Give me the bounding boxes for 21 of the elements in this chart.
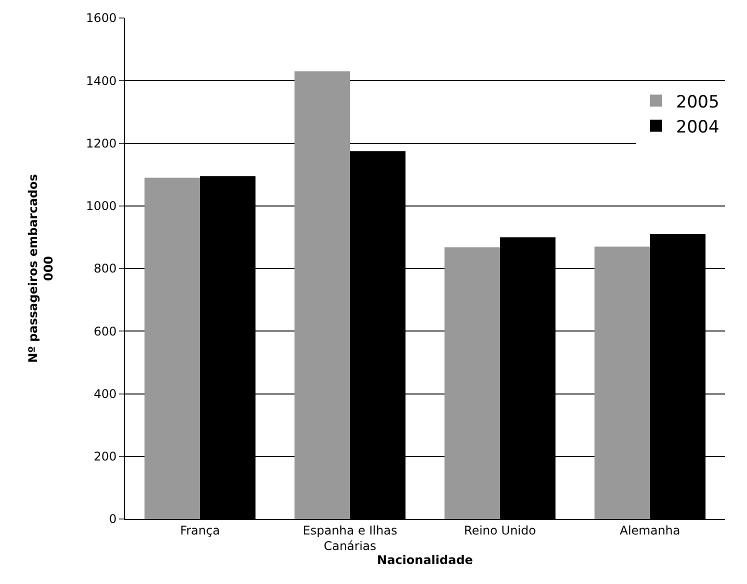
y-tick-label: 1400 bbox=[86, 74, 117, 88]
y-tick-label: 1600 bbox=[86, 11, 117, 26]
x-tick-label: Alemanha bbox=[620, 523, 680, 538]
y-tick-label: 200 bbox=[94, 450, 117, 464]
y-tick-label: 1000 bbox=[86, 199, 117, 214]
y-tick-label: 800 bbox=[94, 262, 117, 276]
x-tick-label: França bbox=[180, 523, 220, 538]
x-tick-label: Espanha e Ilhas Canárias bbox=[302, 523, 398, 553]
legend-label: 2004 bbox=[676, 117, 720, 138]
y-tick-label: 600 bbox=[94, 324, 117, 338]
bar bbox=[444, 247, 500, 519]
y-tick-label: 0 bbox=[108, 512, 117, 526]
y-tick-label: 1200 bbox=[86, 136, 117, 150]
y-tick-label: 400 bbox=[94, 386, 117, 401]
bar bbox=[294, 71, 350, 519]
x-axis-title: Nacionalidade bbox=[377, 553, 473, 567]
x-tick-label: Reino Unido bbox=[464, 523, 536, 538]
y-axis-title: Nº passageiros embarcados 000 bbox=[26, 174, 56, 363]
bar bbox=[144, 178, 200, 519]
bar bbox=[594, 246, 650, 519]
legend-label: 2005 bbox=[676, 92, 720, 112]
